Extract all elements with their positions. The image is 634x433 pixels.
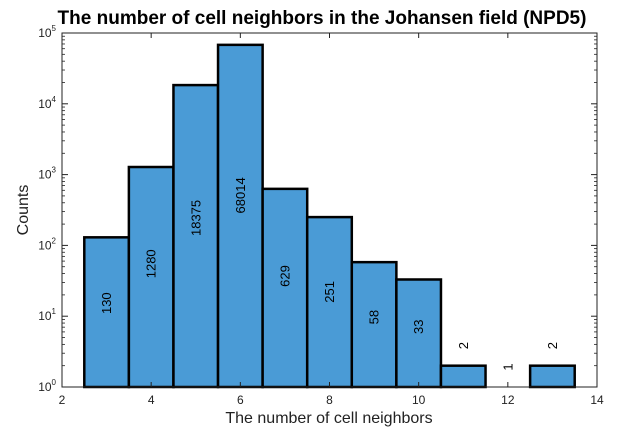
y-tick-exponent-3: 3	[52, 166, 57, 175]
bar-6	[216, 43, 264, 389]
data-label-5: 18375	[188, 200, 203, 236]
data-label-9: 58	[367, 310, 382, 324]
data-label-10: 33	[411, 320, 426, 334]
y-tick-exponent-4: 4	[52, 95, 57, 104]
y-tick-label-2: 102	[38, 236, 56, 252]
data-label-7: 629	[277, 265, 292, 287]
bar-10	[395, 278, 443, 389]
y-tick-exponent-0: 0	[52, 378, 57, 387]
data-label-8: 251	[322, 281, 337, 303]
y-tick-label-0: 100	[38, 378, 56, 394]
x-tick-label-4: 4	[148, 393, 155, 407]
chart-title: The number of cell neighbors in the Joha…	[58, 8, 587, 29]
y-tick-exponent-2: 2	[52, 236, 57, 245]
y-tick-label-4: 104	[38, 95, 56, 111]
bar-13	[528, 364, 576, 389]
y-tick-exponent-5: 5	[52, 24, 57, 33]
bar-7	[261, 187, 309, 389]
y-tick-label-3: 103	[38, 166, 56, 182]
x-tick-label-14: 14	[590, 393, 604, 407]
x-tick-label-10: 10	[412, 393, 426, 407]
x-tick-label-6: 6	[237, 393, 244, 407]
x-tick-label-2: 2	[59, 393, 66, 407]
data-label-4: 1280	[144, 249, 159, 278]
y-tick-label-1: 101	[38, 307, 56, 323]
x-axis-label: The number of cell neighbors	[225, 410, 432, 427]
y-tick-label-5: 105	[38, 24, 56, 40]
bar-11	[439, 364, 487, 389]
data-label-13: 2	[545, 342, 560, 349]
x-tick-label-12: 12	[501, 393, 515, 407]
y-axis-label: Counts	[15, 185, 32, 236]
y-tick-exponent-1: 1	[52, 307, 57, 316]
data-label-3: 130	[99, 292, 114, 314]
data-label-6: 68014	[233, 177, 248, 213]
bar-3	[83, 236, 131, 389]
data-label-11: 2	[456, 342, 471, 349]
x-tick-label-8: 8	[326, 393, 333, 407]
bars-group: 130 1280 18375 68014 629 251 58 33 2 1 2	[83, 43, 576, 389]
data-label-12: 1	[500, 363, 515, 370]
